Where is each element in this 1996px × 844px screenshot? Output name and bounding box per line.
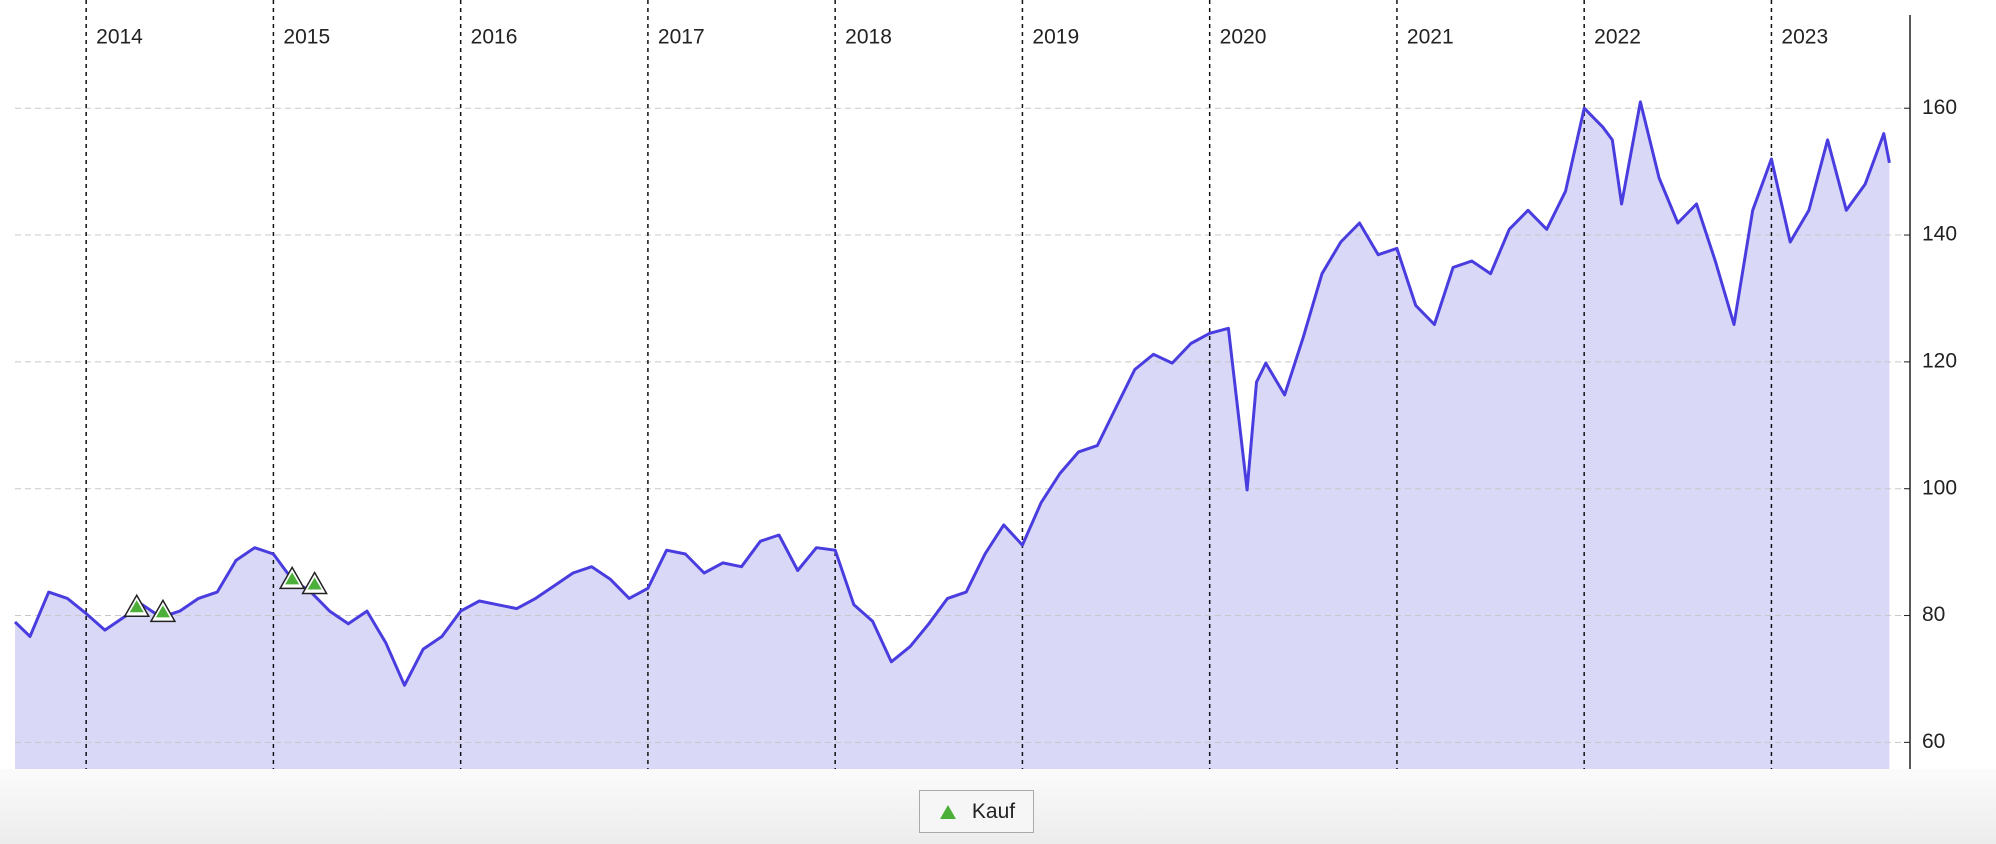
x-tick-label: 2022 [1594,26,1641,49]
y-tick-label: 60 [1922,730,1945,753]
area [15,101,1890,769]
y-tick-label: 140 [1922,223,1957,246]
buy-marker-inner [285,572,300,585]
x-tick-label: 2020 [1220,26,1267,49]
buy-marker-inner [129,600,144,613]
x-tick-label: 2019 [1032,26,1079,49]
x-tick-label: 2017 [658,26,705,49]
buy-marker-inner [307,577,322,590]
legend-symbol [939,804,956,819]
y-tick-label: 80 [1922,603,1945,626]
legend-label: Kauf [971,799,1016,823]
legend[interactable]: Kauf [919,790,1034,833]
x-tick-label: 2021 [1407,26,1454,49]
y-tick-label: 160 [1922,96,1957,119]
x-tick-label: 2015 [283,26,330,49]
x-tick-label: 2016 [471,26,518,49]
price-line [13,100,1891,687]
legend-marker [939,804,956,819]
x-tick-label: 2023 [1781,26,1828,49]
x-tick-label: 2018 [845,26,892,49]
y-tick-label: 100 [1922,476,1957,499]
x-tick-label: 2014 [96,26,143,49]
buy-marker-inner [155,605,170,618]
y-tick-label: 120 [1922,349,1957,372]
